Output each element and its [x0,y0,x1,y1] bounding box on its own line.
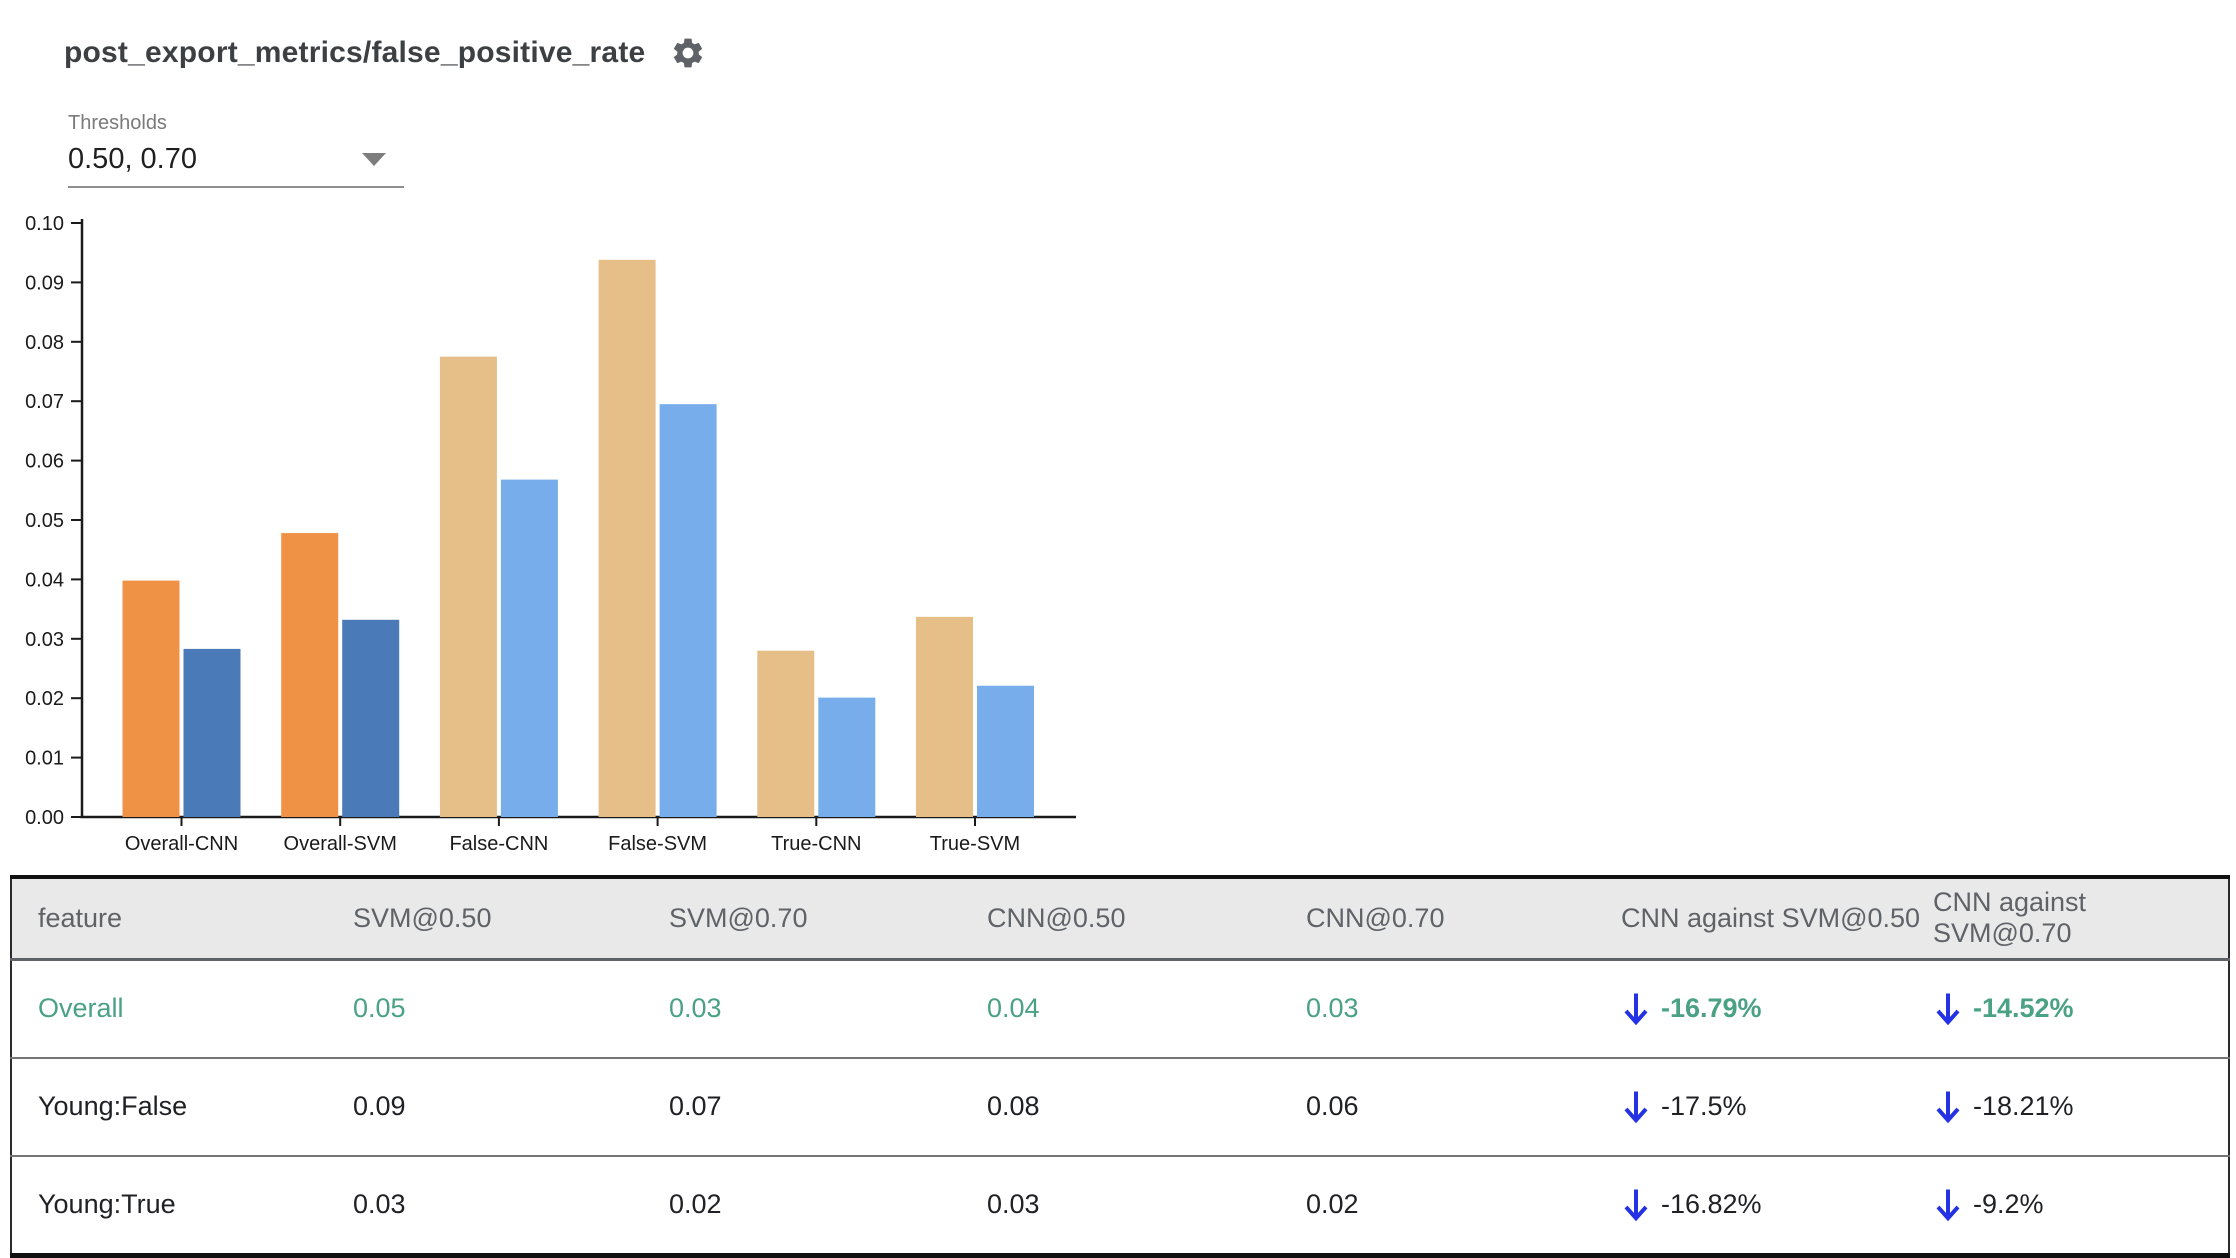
y-tick-label: 0.05 [25,510,64,532]
x-tick-label: Overall-CNN [125,833,238,855]
value-cell: 0.02 [1306,1189,1359,1219]
value-cell: 0.05 [353,993,406,1023]
settings-button[interactable] [669,34,707,72]
value-cell: 0.03 [1306,993,1359,1023]
x-tick-label: Overall-SVM [284,833,397,855]
x-tick-label: True-CNN [771,833,861,855]
col-header-cnn-vs-svm-070: CNN against SVM@0.70 [1933,877,2229,961]
feature-cell: Overall [38,993,124,1023]
x-tick-label: True-SVM [930,833,1020,855]
arrow-down-icon [1624,1091,1648,1124]
bar-Overall-CNNCNN@0.70 [183,648,241,817]
arrow-down-icon [1936,993,1960,1026]
chevron-down-icon [362,153,386,166]
col-header-cnn-vs-svm-050: CNN against SVM@0.50 [1621,877,1933,961]
value-cell: 0.03 [987,1189,1040,1219]
table-row-young-true: Young:True 0.03 0.02 0.03 0.02 -16.82% -… [11,1155,2229,1256]
col-header-cnn-050: CNN@0.50 [987,877,1306,961]
thresholds-dropdown[interactable]: Thresholds 0.50, 0.70 [68,112,404,188]
y-tick-label: 0.02 [25,688,64,710]
y-tick-label: 0.01 [25,748,64,770]
value-cell: 0.09 [353,1091,406,1121]
comparison-value: -17.5% [1661,1091,1747,1121]
value-cell: 0.04 [987,993,1040,1023]
arrow-down-icon [1624,993,1648,1026]
bar-False-SVMSVM@0.50 [598,259,656,817]
y-tick-label: 0.00 [25,807,64,829]
value-cell: 0.03 [669,993,722,1023]
bar-True-CNNCNN@0.70 [818,697,876,817]
comparison-cell: -17.5% [1621,1059,1933,1155]
page-title: post_export_metrics/false_positive_rate [64,36,646,69]
y-tick-label: 0.07 [25,391,64,413]
comparison-value: -18.21% [1973,1091,2074,1121]
y-tick-label: 0.04 [25,569,64,591]
comparison-value: -14.52% [1973,993,2074,1023]
col-header-cnn-070: CNN@0.70 [1306,877,1621,961]
bar-Overall-SVMSVM@0.50 [281,533,339,817]
comparison-value: -16.79% [1661,993,1762,1023]
col-header-feature: feature [11,877,353,961]
comparison-cell: -16.82% [1621,1157,1933,1253]
table-row-young-false: Young:False 0.09 0.07 0.08 0.06 -17.5% -… [11,1057,2229,1156]
value-cell: 0.07 [669,1091,722,1121]
comparison-value: -16.82% [1661,1189,1762,1219]
thresholds-label: Thresholds [68,112,167,134]
bar-False-SVMSVM@0.70 [659,404,717,817]
value-cell: 0.03 [353,1189,406,1219]
arrow-down-icon [1624,1189,1648,1222]
bar-True-SVMSVM@0.70 [977,685,1034,817]
arrow-down-icon [1936,1189,1960,1222]
comparison-cell: -14.52% [1933,961,2228,1057]
bar-True-CNNCNN@0.50 [757,650,815,817]
metrics-table: feature SVM@0.50 SVM@0.70 CNN@0.50 CNN@0… [10,875,2230,1258]
value-cell: 0.06 [1306,1091,1359,1121]
comparison-cell: -16.79% [1621,961,1933,1057]
y-tick-label: 0.06 [25,451,64,473]
header: post_export_metrics/false_positive_rate [64,34,707,72]
comparison-cell: -18.21% [1933,1059,2228,1155]
bar-Overall-CNNCNN@0.50 [122,580,180,817]
x-tick-label: False-CNN [449,833,548,855]
bar-chart: 0.00 0.01 0.02 0.03 0.04 0.05 0.06 0.07 0.08 0.09… [25,213,1076,855]
bar-True-SVMSVM@0.50 [916,616,973,817]
bar-False-CNNCNN@0.70 [500,479,558,817]
value-cell: 0.02 [669,1189,722,1219]
col-header-svm-050: SVM@0.50 [353,877,669,961]
y-tick-label: 0.09 [25,272,64,294]
feature-cell: Young:False [38,1091,188,1121]
arrow-down-icon [1936,1091,1960,1124]
y-tick-label: 0.10 [25,213,64,235]
comparison-value: -9.2% [1973,1189,2044,1219]
col-header-svm-070: SVM@0.70 [669,877,987,961]
gear-icon [670,35,706,71]
value-cell: 0.08 [987,1091,1040,1121]
table-header-row: feature SVM@0.50 SVM@0.70 CNN@0.50 CNN@0… [11,877,2229,961]
y-tick-label: 0.03 [25,629,64,651]
y-tick-label: 0.08 [25,332,64,354]
table-row-overall: Overall 0.05 0.03 0.04 0.03 -16.79% -14.… [11,959,2229,1058]
comparison-cell: -9.2% [1933,1157,2228,1253]
x-tick-label: False-SVM [608,833,707,855]
bar-Overall-SVMSVM@0.70 [342,619,400,817]
bar-False-CNNCNN@0.50 [439,356,497,817]
false-positive-rate-chart: 0.00 0.01 0.02 0.03 0.04 0.05 0.06 0.07 0.08 0.09… [0,150,1120,880]
feature-cell: Young:True [38,1189,176,1219]
thresholds-value: 0.50, 0.70 [68,143,197,175]
